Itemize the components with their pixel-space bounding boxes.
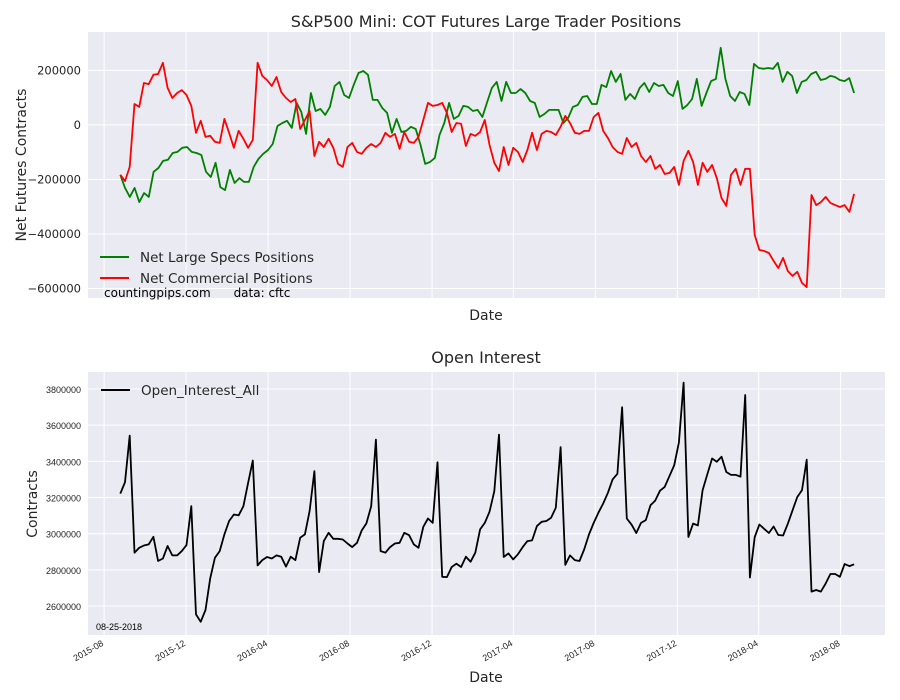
positions-chart-title: S&P500 Mini: COT Futures Large Trader Po…	[291, 12, 681, 31]
positions-y-ticks: 200000 0 −200000 −400000 −600000	[27, 63, 81, 295]
y-tick-label: 3400000	[46, 457, 81, 467]
y-tick-label: −200000	[27, 172, 81, 186]
x-tick-label: 2017-12	[645, 638, 679, 663]
x-tick-label: 2015-08	[72, 638, 106, 663]
positions-y-axis-label: Net Futures Contracts	[14, 89, 30, 242]
x-tick-label: 2018-04	[726, 638, 760, 663]
open-interest-chart-title: Open Interest	[431, 348, 540, 367]
y-tick-label: 200000	[37, 63, 81, 77]
legend-label-large-specs: Net Large Specs Positions	[140, 250, 314, 266]
positions-chart: 200000 0 −200000 −400000 −600000 S&P500 Mini…	[14, 12, 885, 324]
x-tick-label: 2016-12	[399, 638, 433, 663]
y-tick-label: 3000000	[46, 530, 81, 540]
positions-x-axis-label: Date	[469, 308, 502, 324]
legend-label-open-interest: Open_Interest_All	[141, 383, 259, 399]
open-interest-gridlines	[88, 372, 885, 635]
x-tick-label: 2017-04	[481, 638, 515, 663]
legend-label-commercial: Net Commercial Positions	[140, 271, 313, 287]
date-annotation: 08-25-2018	[96, 622, 142, 632]
source-annotation: countingpips.com data: cftc	[104, 286, 290, 300]
positions-legend: Net Large Specs Positions Net Commercial…	[100, 250, 314, 287]
y-tick-label: 0	[74, 118, 81, 132]
x-tick-label: 2016-04	[235, 638, 269, 663]
open-interest-legend: Open_Interest_All	[101, 383, 259, 399]
y-tick-label: 2600000	[46, 602, 81, 612]
y-tick-label: −600000	[27, 281, 81, 295]
open-interest-chart: 2600000 2800000 3000000 3200000 3400000 36000…	[25, 348, 885, 686]
series-line-net-large-specs-positions	[119, 46, 855, 204]
y-tick-label: −400000	[27, 227, 81, 241]
open-interest-lines	[119, 381, 855, 623]
x-tick-label: 2015-12	[154, 638, 188, 663]
y-tick-label: 3600000	[46, 421, 81, 431]
open-interest-x-axis-label: Date	[469, 670, 502, 686]
y-tick-label: 3200000	[46, 494, 81, 504]
open-interest-x-ticks: 2015-08 2015-12 2016-04 2016-08 2016-12 2017-…	[72, 638, 842, 663]
x-tick-label: 2018-08	[808, 638, 842, 663]
positions-lines	[119, 46, 855, 289]
y-tick-label: 2800000	[46, 566, 81, 576]
x-tick-label: 2017-08	[563, 638, 597, 663]
open-interest-y-ticks: 2600000 2800000 3000000 3200000 3400000 36000…	[46, 385, 81, 612]
y-tick-label: 3800000	[46, 385, 81, 395]
series-line-open-interest-all	[119, 381, 855, 623]
open-interest-plot-area	[88, 372, 885, 635]
series-line-net-commercial-positions	[119, 61, 855, 289]
open-interest-y-axis-label: Contracts	[25, 470, 41, 538]
x-tick-label: 2016-08	[317, 638, 351, 663]
